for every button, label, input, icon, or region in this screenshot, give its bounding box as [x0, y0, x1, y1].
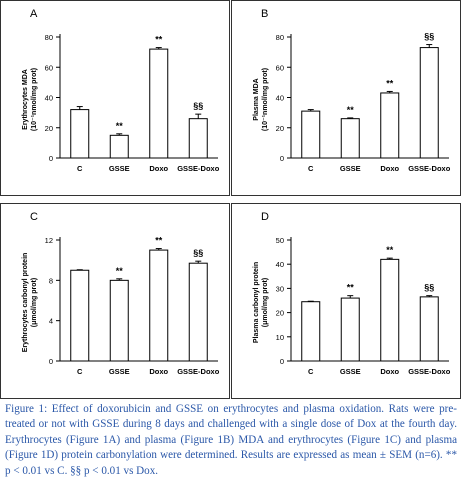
y-tick-label: 8: [49, 276, 53, 285]
y-tick-label: 40: [276, 94, 284, 103]
x-tick-label: Doxo: [380, 367, 399, 376]
panel-a: A 0 20 40 60 80 Erythrocytes MDA (10⁻¹nmol/mg p…: [0, 0, 230, 196]
x-tick-label: GSSE-Doxo: [408, 164, 451, 173]
bar: [149, 48, 169, 159]
y-axis-label: Plasma carbonyl protein: [253, 262, 260, 343]
bar: [70, 269, 90, 362]
y-tick-label: 0: [280, 154, 284, 163]
significance-label: **: [116, 266, 124, 276]
significance-label: **: [347, 283, 355, 293]
y-tick-label: 60: [45, 63, 53, 72]
bar: [301, 110, 321, 159]
panel-border: [231, 203, 461, 399]
x-tick-label: C: [77, 367, 83, 376]
y-tick-label: 12: [45, 236, 53, 245]
significance-label: §§: [193, 248, 203, 258]
bar: [419, 47, 439, 159]
x-tick-label: GSSE: [109, 367, 130, 376]
y-tick-label: 20: [276, 309, 284, 318]
panel-letter: C: [30, 211, 38, 223]
significance-label: **: [155, 35, 163, 45]
bar: [109, 279, 129, 362]
y-tick-label: 40: [276, 260, 284, 269]
y-axis-label: Erythrocytes carbonyl protein: [22, 253, 29, 353]
y-axis-unit-label: (μmol/mg prot): [31, 278, 38, 327]
y-tick-label: 30: [276, 284, 284, 293]
x-tick-label: Doxo: [149, 367, 168, 376]
y-tick-label: 80: [276, 33, 284, 42]
x-tick-label: Doxo: [149, 164, 168, 173]
significance-label: **: [116, 121, 124, 131]
significance-label: **: [386, 245, 394, 255]
x-tick-label: Doxo: [380, 164, 399, 173]
panel-border: [231, 0, 461, 196]
bar: [109, 134, 129, 159]
y-tick-label: 0: [280, 357, 284, 366]
panel-c: C 0 4 8 12 Erythrocytes carbonyl protein (μmol…: [0, 203, 230, 399]
bar: [188, 118, 208, 159]
chart-a: A 0 20 40 60 80 Erythrocytes MDA (10⁻¹nmol/mg p…: [0, 0, 230, 196]
bar: [380, 92, 400, 159]
bar: [149, 249, 169, 362]
x-tick-label: C: [77, 164, 83, 173]
panel-letter: D: [261, 211, 269, 223]
significance-label: §§: [424, 283, 434, 293]
bar: [419, 296, 439, 362]
y-tick-label: 50: [276, 236, 284, 245]
panel-b: B 0 20 40 60 80 Plasma MDA (10⁻¹nmol/mg prot) C *…: [231, 0, 461, 196]
y-tick-label: 60: [276, 63, 284, 72]
y-axis-label: Plasma MDA: [253, 78, 260, 120]
y-tick-label: 0: [49, 154, 53, 163]
y-tick-label: 40: [45, 94, 53, 103]
y-tick-label: 20: [45, 124, 53, 133]
figure-caption: Figure 1: Effect of doxorubicin and GSSE…: [5, 403, 457, 477]
significance-label: **: [386, 78, 394, 88]
panel-border: [0, 0, 230, 196]
bar: [70, 109, 90, 159]
y-axis-unit-label: (10⁻¹nmol/mg prot): [31, 68, 38, 131]
significance-label: §§: [193, 101, 203, 111]
y-tick-label: 20: [276, 124, 284, 133]
panel-border: [0, 203, 230, 399]
x-tick-label: GSSE: [340, 164, 361, 173]
x-tick-label: GSSE-Doxo: [177, 367, 220, 376]
bar: [301, 301, 321, 362]
y-tick-label: 4: [49, 317, 53, 326]
bar: [188, 262, 208, 362]
panel-d: D 0 10 20 30 40 50 Plasma carbonyl protein (μmol…: [231, 203, 461, 399]
panel-letter: A: [30, 8, 38, 20]
y-tick-label: 80: [45, 33, 53, 42]
x-tick-label: GSSE-Doxo: [177, 164, 220, 173]
y-tick-label: 0: [49, 357, 53, 366]
bar: [380, 258, 400, 362]
y-tick-label: 10: [276, 333, 284, 342]
y-axis-label: Erythrocytes MDA: [22, 69, 29, 130]
y-axis-unit-label: (10⁻¹nmol/mg prot): [262, 68, 269, 131]
bar: [340, 118, 360, 159]
chart-b: B 0 20 40 60 80 Plasma MDA (10⁻¹nmol/mg prot) C *…: [231, 0, 461, 196]
x-tick-label: GSSE: [109, 164, 130, 173]
significance-label: §§: [424, 32, 434, 42]
bar: [340, 297, 360, 362]
x-tick-label: GSSE-Doxo: [408, 367, 451, 376]
x-tick-label: C: [308, 164, 314, 173]
x-tick-label: GSSE: [340, 367, 361, 376]
x-tick-label: C: [308, 367, 314, 376]
panel-letter: B: [261, 8, 268, 20]
significance-label: **: [155, 236, 163, 246]
chart-c: C 0 4 8 12 Erythrocytes carbonyl protein (μmol…: [0, 203, 230, 399]
significance-label: **: [347, 105, 355, 115]
y-axis-unit-label: (μmol/mg prot): [262, 278, 269, 327]
chart-d: D 0 10 20 30 40 50 Plasma carbonyl protein (μmol…: [231, 203, 461, 399]
